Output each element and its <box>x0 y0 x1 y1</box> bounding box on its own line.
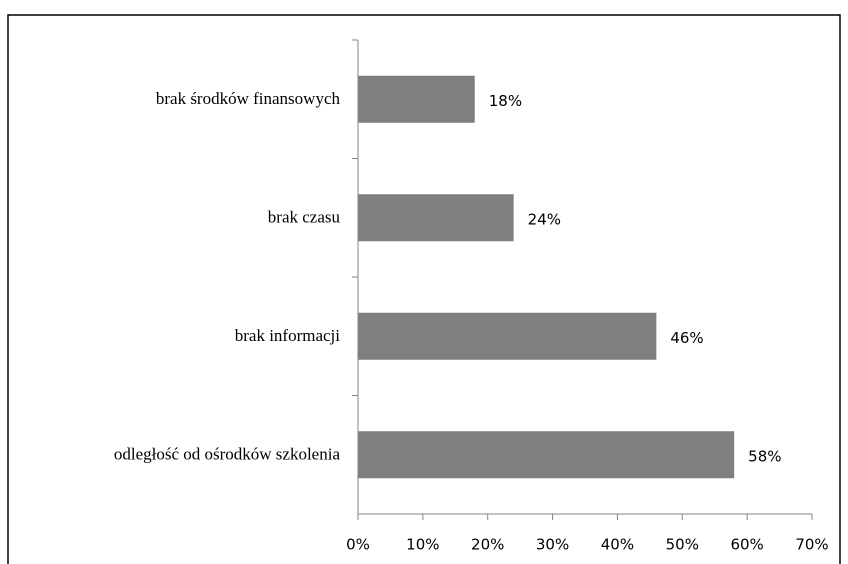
data-label: 46% <box>670 329 703 347</box>
x-tick-label: 30% <box>536 536 569 554</box>
x-tick-label: 60% <box>730 536 763 554</box>
bar <box>358 312 657 360</box>
data-label: 58% <box>748 447 781 465</box>
data-label: 18% <box>489 92 522 110</box>
bar <box>358 75 475 123</box>
data-label: 24% <box>528 210 561 228</box>
y-tick-label: brak środków finansowych <box>156 89 341 108</box>
x-tick-label: 0% <box>346 536 370 554</box>
x-tick-label: 10% <box>406 536 439 554</box>
y-tick-label: brak informacji <box>235 326 341 345</box>
x-tick-label: 70% <box>795 536 828 554</box>
x-tick-label: 20% <box>471 536 504 554</box>
x-tick-label: 40% <box>601 536 634 554</box>
bar <box>358 431 735 479</box>
chart-border <box>7 14 841 564</box>
y-tick-label: brak czasu <box>268 208 341 227</box>
x-tick-label: 50% <box>666 536 699 554</box>
y-tick-label: odległość od ośrodków szkolenia <box>114 445 341 464</box>
bar <box>358 194 514 242</box>
